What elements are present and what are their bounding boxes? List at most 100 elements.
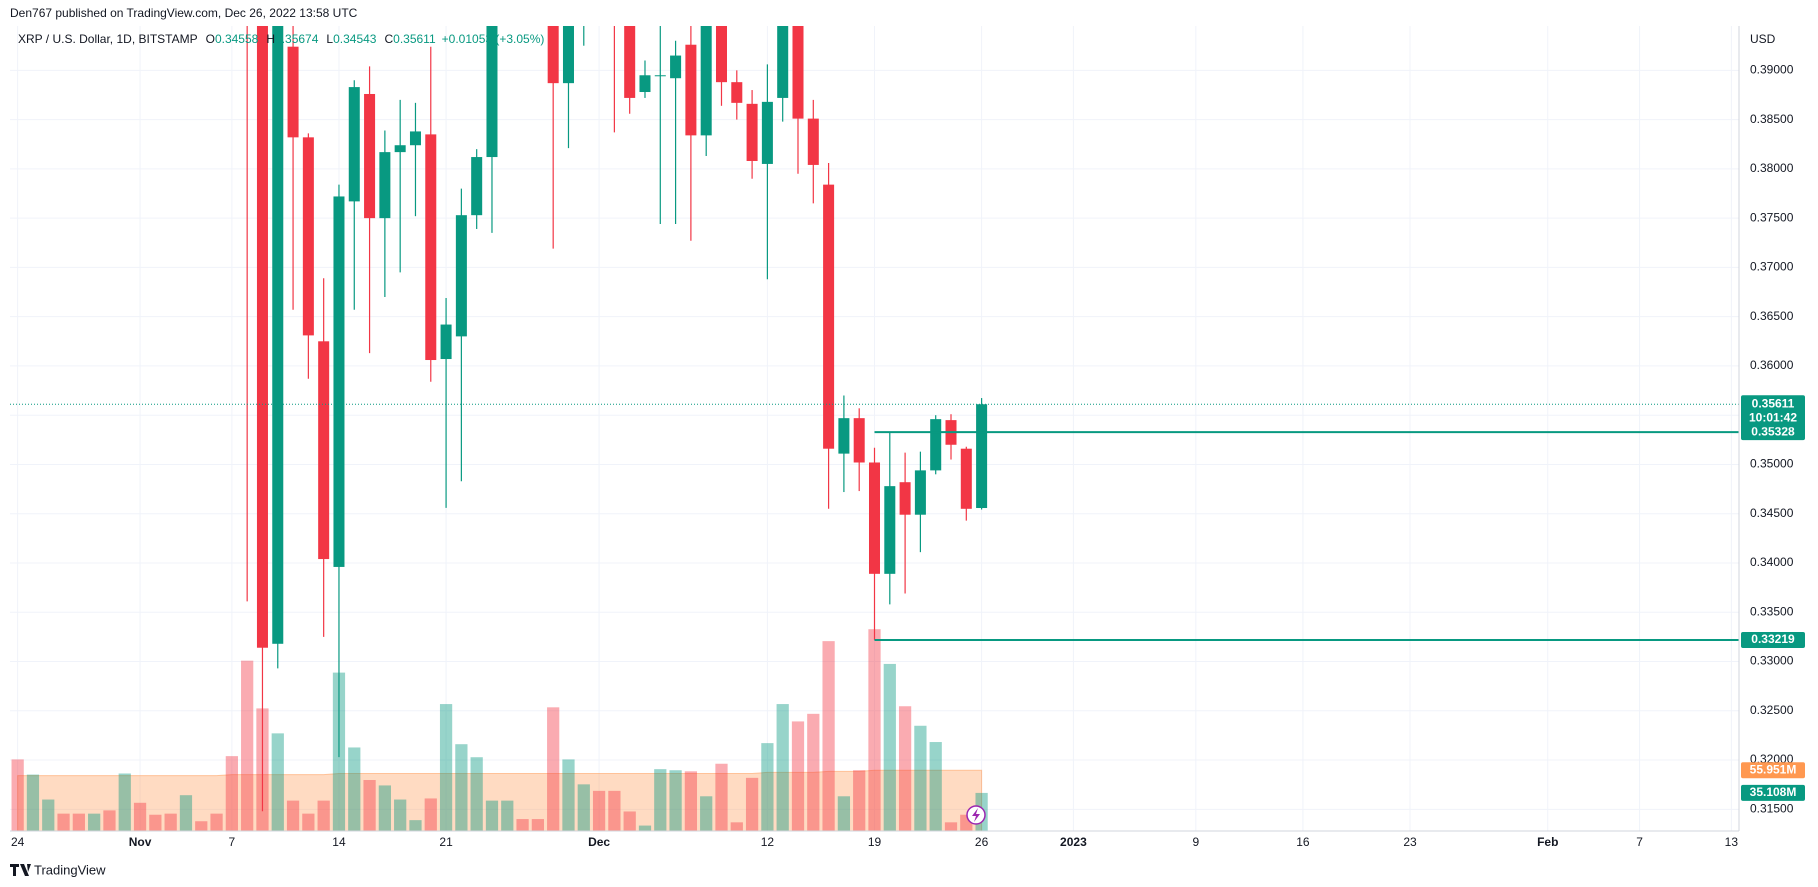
candle-body <box>777 26 789 98</box>
y-tick-label: 0.33500 <box>1750 604 1794 618</box>
candle-body <box>746 103 758 161</box>
candle-body <box>364 93 376 219</box>
legend-key: C <box>384 32 393 46</box>
volume-bar <box>791 721 805 831</box>
volume-bar <box>868 629 881 831</box>
volume-bar <box>684 771 698 831</box>
volume-bar <box>348 747 361 831</box>
x-tick-label: 26 <box>975 835 989 849</box>
candle-body <box>639 75 651 93</box>
volume-bar <box>485 800 499 831</box>
lightning-icon <box>966 805 986 825</box>
volume-bar <box>149 814 162 831</box>
volume-bar <box>853 770 866 831</box>
level-tag-label: 0.35328 <box>1751 424 1795 438</box>
candle-body <box>471 157 483 216</box>
volume-bar <box>914 725 927 831</box>
volume-bar <box>837 796 851 831</box>
volume-bar <box>898 706 912 831</box>
level-tag-box <box>1741 631 1805 648</box>
x-tick-label: Nov <box>129 835 152 849</box>
volume-bar <box>225 756 238 831</box>
volume-bar <box>241 660 254 831</box>
volume-bar <box>470 757 483 831</box>
candle-body <box>700 26 712 136</box>
volume-bar <box>501 800 514 831</box>
volume-bar <box>516 819 529 831</box>
level-tag-label: 0.33219 <box>1751 632 1795 646</box>
candle-body <box>670 55 682 79</box>
last-price-tag-box <box>1741 395 1805 428</box>
volume-bar <box>592 790 606 831</box>
x-tick-label: 9 <box>1192 835 1199 849</box>
candle-body <box>333 196 345 567</box>
volume-bar <box>409 820 422 831</box>
candle-body <box>838 418 850 454</box>
x-tick-label: 21 <box>439 835 453 849</box>
x-tick-label: 12 <box>761 835 775 849</box>
candle-body <box>654 75 666 77</box>
volume-bar <box>822 641 835 831</box>
y-tick-label: 0.39000 <box>1750 63 1794 77</box>
overlays <box>10 403 1739 641</box>
volume-bar <box>26 774 40 831</box>
x-tick-label: Feb <box>1537 835 1558 849</box>
volume-bar <box>363 780 376 831</box>
volume-ma-area <box>17 769 983 831</box>
brand: TradingView <box>10 862 106 877</box>
volume-bar <box>577 784 590 831</box>
brand-name: TradingView <box>34 862 106 877</box>
x-tick-label: 13 <box>1725 835 1739 849</box>
candle-body <box>823 184 835 449</box>
volume-bar <box>57 813 70 831</box>
candle-body <box>425 134 437 361</box>
y-tick-label: 0.35000 <box>1750 457 1794 471</box>
candle-body <box>624 26 636 98</box>
volume-bar <box>455 744 468 831</box>
candle-body <box>486 26 498 158</box>
candle-body <box>379 152 391 219</box>
volume-bar <box>623 811 636 831</box>
x-tick-label: 7 <box>1636 835 1643 849</box>
x-tick-label: 14 <box>332 835 346 849</box>
candle-body <box>914 470 926 515</box>
legend-symbol: XRP / U.S. Dollar, 1D, BITSTAMP <box>18 32 198 46</box>
volume-bar <box>103 810 116 831</box>
y-tick-label: 0.31500 <box>1750 801 1794 815</box>
volume-bar <box>286 800 300 831</box>
y-tick-label: 0.36000 <box>1750 358 1794 372</box>
candle-body <box>318 341 330 560</box>
volume-bar <box>133 802 147 831</box>
publisher-note: Den767 published on TradingView.com, Dec… <box>10 6 358 20</box>
volume-bar <box>608 790 621 831</box>
volume-bar <box>394 799 407 831</box>
volume-bar <box>439 704 453 831</box>
legend-value: 0.34543 <box>333 32 377 46</box>
volume-bar <box>654 769 667 831</box>
volume-bar <box>317 800 330 831</box>
candle-body <box>761 101 773 164</box>
y-tick-label: 0.32500 <box>1750 703 1794 717</box>
x-tick-label: 7 <box>229 835 236 849</box>
volume-bar <box>72 813 85 831</box>
volume-bar <box>164 813 177 831</box>
volume-bar <box>761 743 774 831</box>
legend-change: +0.01053 (+3.05%) <box>442 32 545 46</box>
candle-body <box>976 404 988 509</box>
volume-bar <box>11 759 24 831</box>
volume-bar <box>531 819 545 831</box>
volume-bar <box>745 777 759 831</box>
volume-tag-label: 35.108M <box>1750 785 1797 799</box>
volume-bar <box>944 822 958 831</box>
volume-ma-tag-label: 55.951M <box>1750 762 1797 776</box>
candle-body <box>792 26 804 119</box>
candle-body <box>394 145 406 153</box>
icon-bolt <box>972 808 980 822</box>
y-tick-label: 0.38500 <box>1750 112 1794 126</box>
volume-bar <box>730 822 743 831</box>
candle-body <box>348 87 360 202</box>
volume-tag-box <box>1741 784 1805 801</box>
candle-body <box>807 118 819 165</box>
